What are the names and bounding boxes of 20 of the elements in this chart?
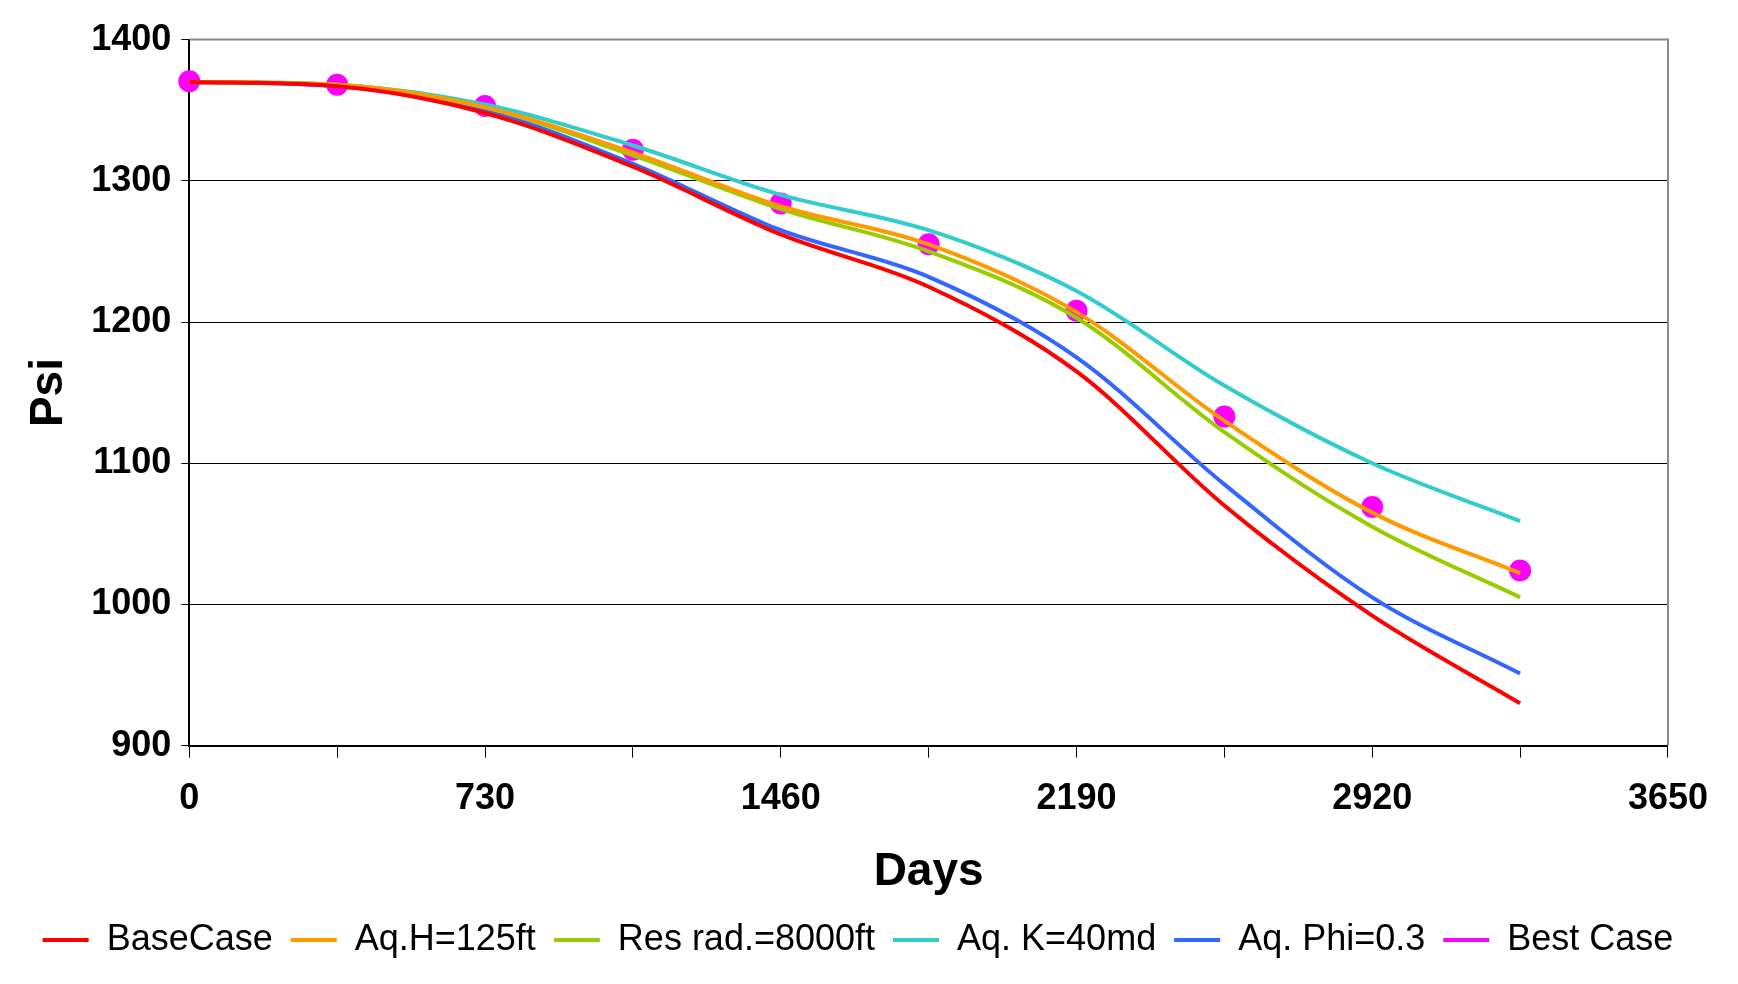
- x-tick-label: 0: [179, 776, 200, 818]
- y-tick-label: 1400: [91, 16, 172, 58]
- x-axis-title: Days: [873, 843, 984, 896]
- x-tick-label: 3650: [1627, 776, 1708, 818]
- x-tick-label: 730: [454, 776, 516, 818]
- legend-label: Aq. K=40md: [957, 916, 1157, 958]
- y-axis-title: Psi: [20, 358, 73, 428]
- x-tick-label: 2920: [1332, 776, 1413, 818]
- legend-label: BaseCase: [106, 916, 273, 958]
- y-tick-label: 900: [111, 722, 172, 764]
- legend-label: Aq. Phi=0.3: [1238, 916, 1426, 958]
- legend-label: Aq.H=125ft: [354, 916, 536, 958]
- y-tick-label: 1300: [91, 157, 172, 199]
- x-tick-label: 2190: [1036, 776, 1117, 818]
- y-tick-label: 1000: [91, 581, 172, 623]
- legend-label: Best Case: [1507, 916, 1674, 958]
- y-tick-label: 1200: [91, 298, 172, 340]
- x-tick-label: 1460: [740, 776, 821, 818]
- y-tick-label: 1100: [93, 440, 172, 482]
- legend-label: Res rad.=8000ft: [617, 916, 876, 958]
